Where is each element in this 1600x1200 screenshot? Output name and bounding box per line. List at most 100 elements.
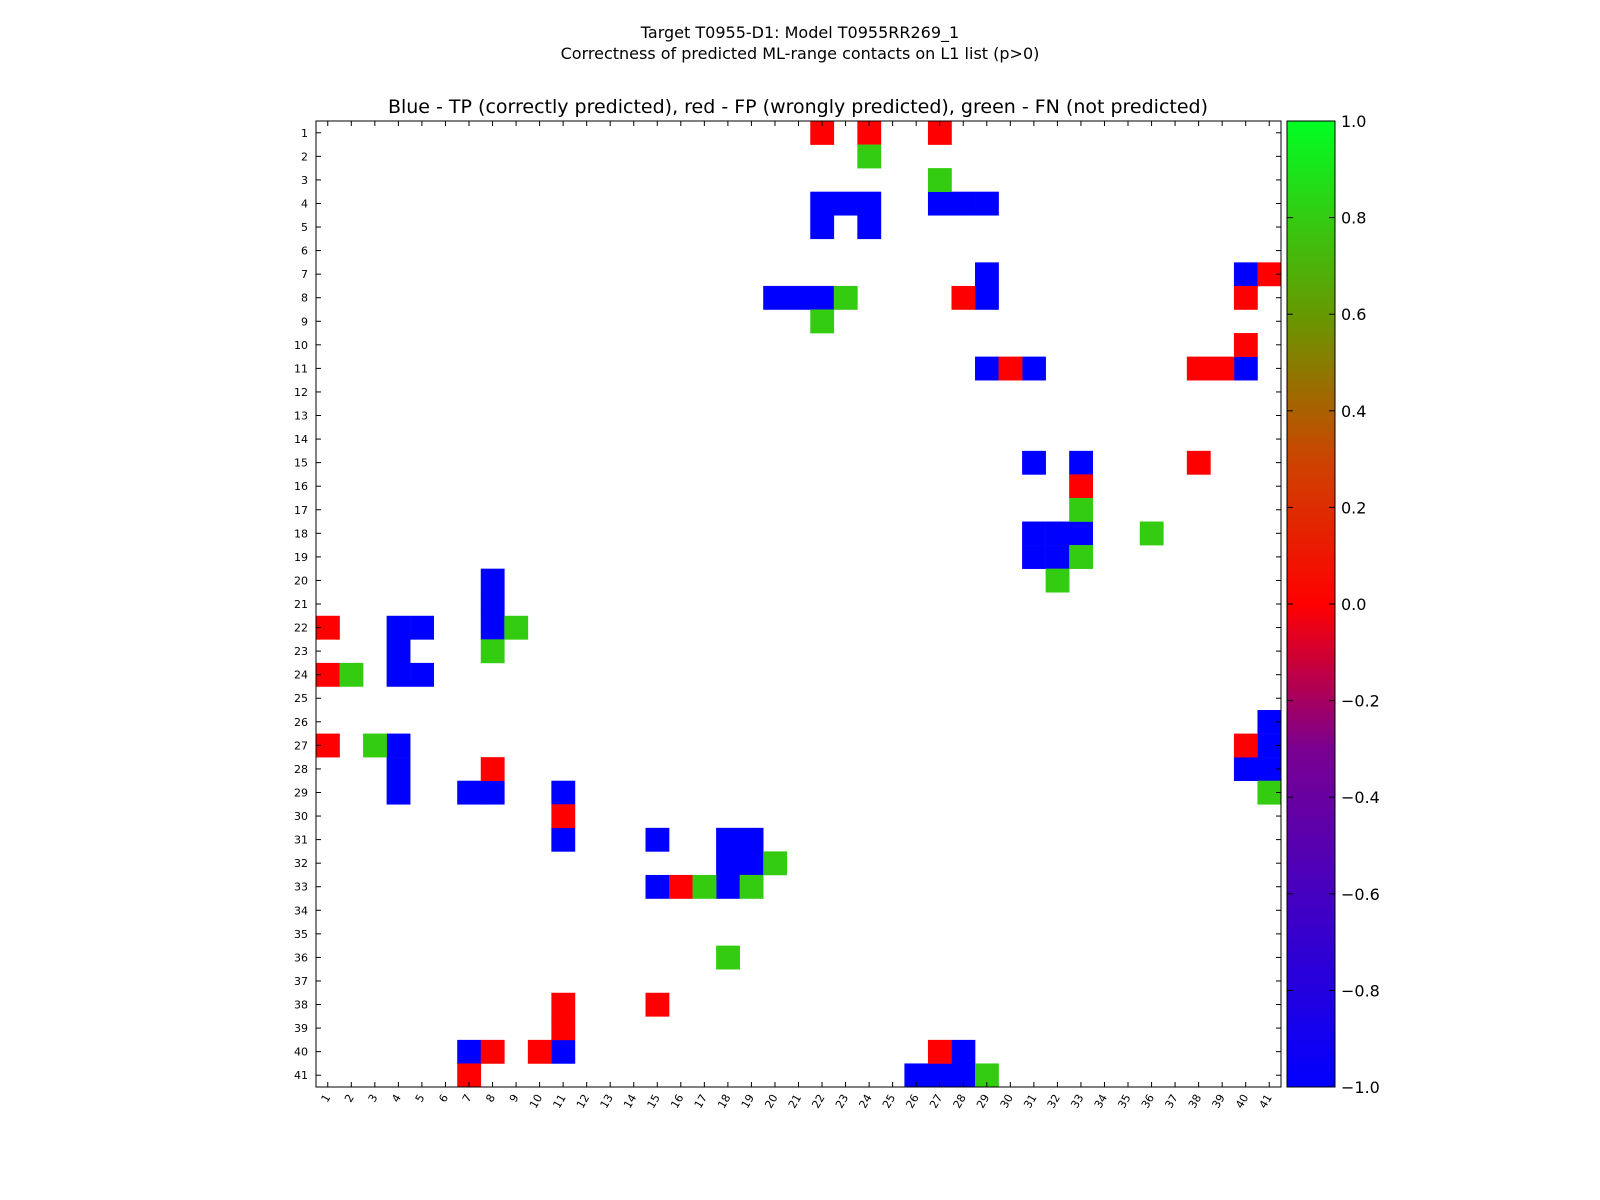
tp-cell: [386, 615, 411, 640]
y-tick-label: 40: [294, 1046, 308, 1059]
fp-cell: [316, 662, 340, 687]
fp-cell: [998, 356, 1023, 381]
x-tick-label: 11: [550, 1092, 568, 1111]
fn-cell: [810, 309, 835, 334]
fp-cell: [669, 874, 693, 899]
x-axis-ticks: 1 2 3 4 5 6 7 8 9 10 11 12 13 14 15 16 17 18 19 20 21 22 23 24 2…: [319, 121, 1275, 1111]
tp-cell: [1022, 521, 1046, 546]
y-tick-label: 30: [294, 810, 308, 823]
fp-cell: [316, 733, 340, 758]
fp-cell: [1257, 262, 1282, 287]
tp-cell: [716, 827, 740, 852]
y-tick-label: 28: [294, 763, 308, 776]
x-tick-label: 15: [645, 1092, 663, 1111]
y-tick-label: 35: [294, 928, 308, 941]
y-tick-label: 6: [301, 245, 308, 258]
fn-cell: [763, 851, 788, 876]
fp-cell: [927, 1039, 952, 1064]
y-axis-ticks: 1234567891011121314151617181920212223242…: [294, 127, 1281, 1082]
y-tick-label: 34: [294, 904, 308, 917]
heatmap-cells: [316, 121, 1282, 1088]
y-tick-label: 17: [294, 504, 308, 517]
y-tick-label: 1: [301, 127, 308, 140]
x-tick-label: 13: [598, 1092, 616, 1111]
tp-cell: [1257, 757, 1282, 782]
colorbar-tick-label: 0.6: [1341, 305, 1366, 324]
fn-cell: [1069, 497, 1094, 522]
colorbar-tick-label: −1.0: [1341, 1078, 1380, 1097]
x-tick-label: 25: [880, 1092, 898, 1111]
tp-cell: [1233, 356, 1258, 381]
tp-cell: [386, 780, 411, 805]
colorbar-tick-label: 1.0: [1341, 112, 1366, 131]
x-tick-label: 37: [1162, 1092, 1180, 1111]
tp-cell: [951, 191, 976, 216]
tp-cell: [480, 780, 505, 805]
tp-cell: [480, 615, 505, 640]
fp-cell: [810, 121, 835, 145]
y-tick-label: 8: [301, 292, 308, 305]
fp-cell: [1233, 333, 1258, 357]
tp-cell: [1233, 262, 1258, 287]
tp-cell: [457, 1039, 482, 1064]
x-tick-label: 27: [927, 1092, 945, 1111]
colorbar-tick-label: −0.4: [1341, 788, 1380, 807]
fp-cell: [1186, 356, 1211, 381]
fp-cell: [480, 1039, 505, 1064]
y-tick-label: 21: [294, 598, 308, 611]
fn-cell: [739, 874, 764, 899]
tp-cell: [1069, 450, 1094, 475]
x-tick-label: 2: [342, 1092, 357, 1105]
y-tick-label: 24: [294, 669, 308, 682]
x-tick-label: 5: [413, 1092, 428, 1105]
fp-cell: [457, 1063, 482, 1088]
y-tick-label: 41: [294, 1069, 308, 1082]
x-tick-label: 12: [574, 1092, 592, 1111]
x-tick-label: 20: [762, 1092, 780, 1111]
tp-cell: [1022, 450, 1046, 475]
x-tick-label: 24: [856, 1092, 874, 1111]
x-tick-label: 41: [1257, 1092, 1275, 1111]
tp-cell: [951, 1063, 976, 1088]
y-tick-label: 11: [294, 362, 308, 375]
y-tick-label: 14: [294, 433, 308, 446]
fp-cell: [1233, 285, 1258, 310]
tp-cell: [927, 191, 952, 216]
tp-cell: [1045, 545, 1070, 569]
tp-cell: [975, 262, 999, 287]
y-tick-label: 29: [294, 786, 308, 799]
tp-cell: [1069, 521, 1094, 546]
y-tick-label: 13: [294, 410, 308, 423]
y-tick-label: 23: [294, 645, 308, 658]
y-tick-label: 19: [294, 551, 308, 564]
fn-cell: [339, 662, 364, 687]
x-tick-label: 30: [998, 1092, 1016, 1111]
tp-cell: [904, 1063, 929, 1088]
tp-cell: [739, 851, 764, 876]
x-tick-label: 9: [507, 1092, 522, 1105]
y-tick-label: 27: [294, 739, 308, 752]
tp-cell: [1257, 733, 1282, 758]
y-tick-label: 16: [294, 480, 308, 493]
colorbar-ticks: 1.0 0.8 0.6 0.4 0.2 0.0 −0.2 −0.4 −0.6 −0.8 −1.0: [1287, 112, 1380, 1097]
x-tick-label: 1: [319, 1092, 334, 1105]
tp-cell: [1257, 710, 1282, 734]
x-tick-label: 36: [1139, 1092, 1157, 1111]
tp-cell: [457, 780, 482, 805]
x-tick-label: 31: [1021, 1092, 1039, 1111]
fp-cell: [1210, 356, 1235, 381]
colorbar-tick-label: 0.0: [1341, 595, 1366, 614]
x-tick-label: 7: [460, 1092, 475, 1105]
tp-cell: [786, 285, 811, 310]
colorbar-tick-label: −0.6: [1341, 885, 1380, 904]
colorbar-tick-label: 0.4: [1341, 402, 1366, 421]
x-tick-label: 22: [809, 1092, 827, 1111]
y-tick-label: 4: [301, 197, 308, 210]
axes-title: Blue - TP (correctly predicted), red - F…: [388, 96, 1208, 118]
tp-cell: [386, 733, 411, 758]
y-tick-label: 25: [294, 692, 308, 705]
tp-cell: [716, 874, 740, 899]
fp-cell: [951, 285, 976, 310]
fp-cell: [645, 992, 670, 1017]
tp-cell: [1022, 356, 1046, 381]
